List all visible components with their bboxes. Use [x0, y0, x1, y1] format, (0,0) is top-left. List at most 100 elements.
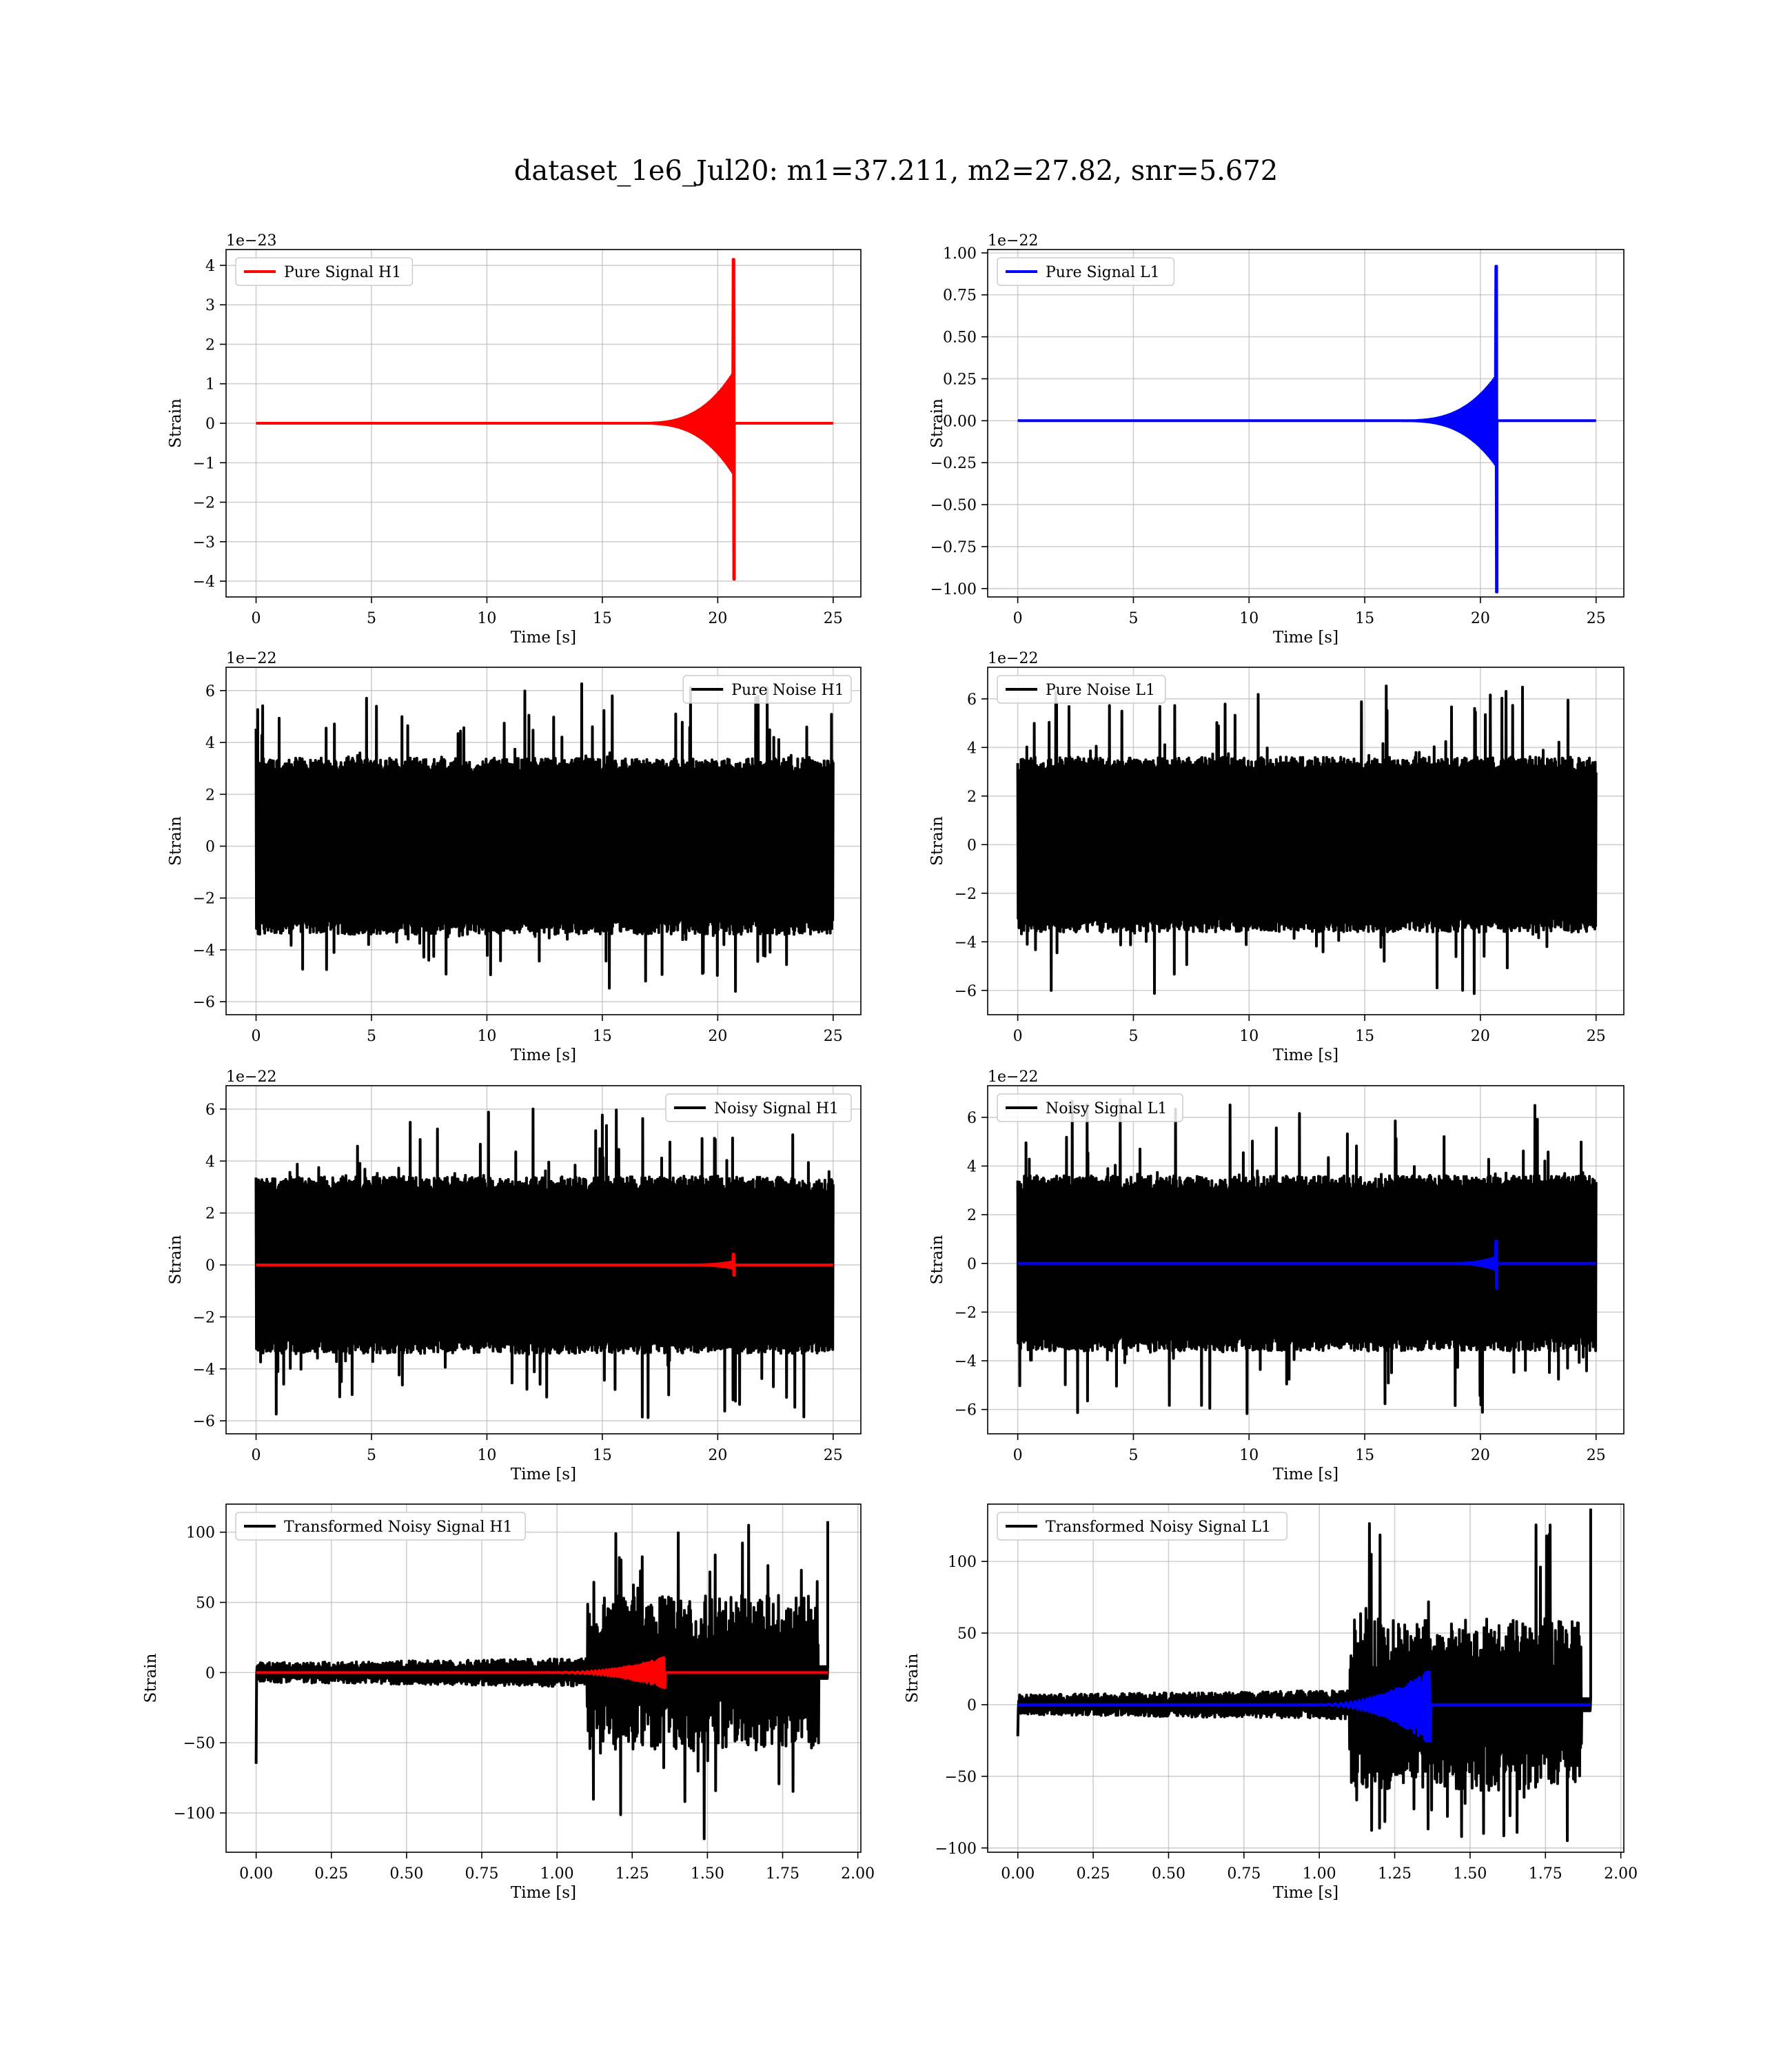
- plot-area: [1016, 1098, 1598, 1415]
- y-tick-label: 100: [948, 1554, 977, 1571]
- y-tick-label: 4: [967, 740, 977, 757]
- plot-area: [1016, 685, 1598, 995]
- x-axis-label: Time [s]: [1273, 1046, 1338, 1064]
- chart-panel-transformed-noisy-signal-l1: 0.00 0.25 0.50 0.75 1.00 1.25 1.50 1.75 2.00 −100…: [904, 1503, 1638, 1902]
- y-tick-label: 0: [967, 837, 977, 854]
- x-tick-label: 10: [477, 1028, 496, 1045]
- x-tick-label: 0.75: [1227, 1865, 1261, 1883]
- x-tick-label: 0.25: [314, 1865, 348, 1883]
- series-line-pure-noise-h1: [254, 682, 835, 993]
- legend-label: Transformed Noisy Signal L1: [1046, 1519, 1271, 1536]
- legend: Noisy Signal H1: [665, 1093, 852, 1122]
- y-tick-label: −4: [955, 1353, 977, 1370]
- legend-box: [235, 1512, 526, 1541]
- series-line-pure-signal-h1: [255, 258, 834, 581]
- axes-frame: [987, 667, 1625, 1015]
- x-tick-label: 0.50: [1152, 1865, 1185, 1883]
- x-tick-label: 1.25: [1378, 1865, 1412, 1883]
- x-tick-label: 1.50: [1453, 1865, 1487, 1883]
- y-tick-label: −50: [183, 1735, 215, 1752]
- y-tick-label: −3: [193, 534, 215, 551]
- plot-area: [255, 258, 834, 581]
- x-tick-label: 25: [824, 1028, 843, 1045]
- series-line-transformed-noisy-signal-l1-overlay-1: [1017, 1670, 1592, 1743]
- x-axis-label: Time [s]: [1273, 1884, 1338, 1902]
- y-tick-label: 6: [967, 691, 977, 709]
- series-line-noisy-signal-h1-overlay-1: [255, 1253, 834, 1277]
- legend-box: [682, 675, 852, 704]
- x-tick-label: 1.25: [615, 1865, 649, 1883]
- x-tick-label: 20: [708, 1028, 727, 1045]
- y-axis-label: Strain: [928, 398, 946, 448]
- x-tick-label: 25: [824, 610, 843, 627]
- y-tick-label: 4: [205, 258, 215, 275]
- plot-area: [254, 1107, 835, 1419]
- y-tick-label: −4: [193, 942, 215, 960]
- y-tick-label: 0.00: [943, 413, 977, 430]
- x-axis-label: Time [s]: [511, 1466, 576, 1483]
- y-tick-label: −2: [955, 886, 977, 903]
- x-tick-label: 20: [708, 1447, 727, 1464]
- y-tick-label: 0.25: [943, 371, 977, 388]
- legend: Noisy Signal L1: [997, 1093, 1183, 1122]
- legend-label: Pure Signal H1: [284, 264, 401, 281]
- y-axis-label: Strain: [904, 1653, 922, 1703]
- x-tick-label: 0.00: [1001, 1865, 1035, 1883]
- x-tick-label: 5: [367, 610, 376, 627]
- y-tick-label: −1: [193, 455, 215, 472]
- series-line-noisy-signal-h1: [254, 1107, 835, 1419]
- axes-frame: [987, 1503, 1625, 1853]
- legend: Pure Noise H1: [682, 675, 852, 704]
- x-axis-label: Time [s]: [511, 629, 576, 647]
- y-axis-label: Strain: [142, 1653, 160, 1703]
- x-tick-label: 1.75: [1529, 1865, 1562, 1883]
- x-tick-label: 25: [1587, 1447, 1606, 1464]
- axes-frame: [225, 1503, 862, 1853]
- y-tick-label: −6: [955, 983, 977, 1000]
- y-tick-label: 100: [186, 1525, 215, 1542]
- x-tick-label: 0.50: [389, 1865, 423, 1883]
- legend-label: Pure Noise L1: [1046, 682, 1155, 699]
- figure-title: dataset_1e6_Jul20: m1=37.211, m2=27.82, …: [513, 155, 1279, 187]
- x-tick-label: 10: [1239, 1028, 1259, 1045]
- y-tick-label: 2: [967, 1207, 977, 1224]
- series-line-pure-signal-l1: [1017, 265, 1597, 594]
- x-axis-label: Time [s]: [1273, 629, 1338, 647]
- chart-panel-transformed-noisy-signal-h1: 0.00 0.25 0.50 0.75 1.00 1.25 1.50 1.75 2.00 −100…: [142, 1503, 875, 1902]
- axes-frame: [225, 667, 862, 1015]
- y-tick-label: 4: [967, 1159, 977, 1176]
- legend-label: Pure Signal L1: [1046, 264, 1160, 281]
- y-tick-label: −0.75: [930, 539, 977, 556]
- x-tick-label: 15: [593, 1028, 612, 1045]
- legend-box: [997, 675, 1166, 704]
- y-axis-label: Strain: [928, 816, 946, 866]
- legend-box: [997, 1512, 1287, 1541]
- x-tick-label: 0: [1013, 1447, 1023, 1464]
- chart-panel-noisy-signal-h1: 0 5 10 15 20 25 −6 −4 −2 0 2 4 6 1e−22 Time [s] Strain N…: [167, 1068, 862, 1483]
- x-tick-label: 2.00: [841, 1865, 875, 1883]
- x-tick-label: 0: [1013, 610, 1023, 627]
- series-line-transformed-noisy-signal-h1-overlay-1: [255, 1656, 829, 1690]
- y-tick-label: 3: [205, 297, 215, 314]
- y-axis-label: Strain: [928, 1235, 946, 1284]
- x-tick-label: 20: [1471, 610, 1490, 627]
- x-tick-label: 20: [1471, 1447, 1490, 1464]
- legend-label: Noisy Signal H1: [714, 1100, 839, 1117]
- y-tick-label: 0: [967, 1256, 977, 1273]
- y-tick-label: −2: [955, 1304, 977, 1321]
- y-axis-label: Strain: [167, 816, 185, 866]
- y-tick-label: −0.50: [930, 497, 977, 514]
- x-tick-label: 5: [1128, 1447, 1138, 1464]
- x-tick-label: 20: [1471, 1028, 1490, 1045]
- x-tick-label: 10: [477, 610, 496, 627]
- y-tick-label: −6: [955, 1402, 977, 1419]
- y-tick-label: 0: [205, 1257, 215, 1275]
- legend: Pure Noise L1: [997, 675, 1166, 704]
- x-tick-label: 15: [593, 610, 612, 627]
- legend-label: Pure Noise H1: [731, 682, 844, 699]
- plot-area: [254, 1521, 829, 1841]
- y-tick-label: −6: [193, 994, 215, 1011]
- x-tick-label: 15: [1355, 1447, 1374, 1464]
- y-tick-label: 0: [967, 1697, 977, 1714]
- x-tick-label: 10: [477, 1447, 496, 1464]
